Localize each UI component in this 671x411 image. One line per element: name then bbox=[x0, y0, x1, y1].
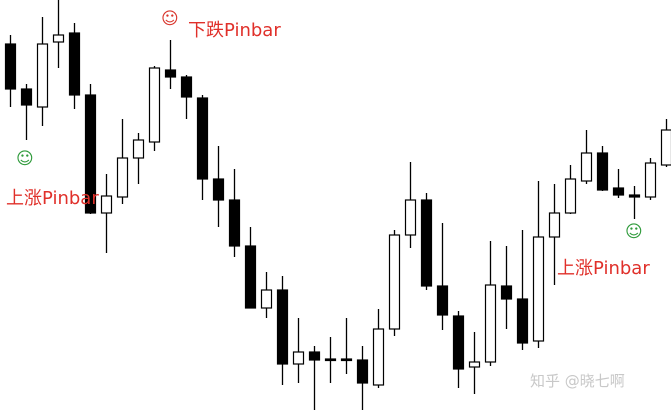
candle-body-bullish bbox=[564, 178, 577, 214]
candle bbox=[212, 146, 225, 227]
candle bbox=[132, 133, 145, 184]
candle bbox=[68, 23, 81, 109]
candle bbox=[4, 35, 17, 107]
candle-body-bullish bbox=[388, 234, 401, 330]
candle bbox=[84, 84, 97, 214]
candle bbox=[500, 246, 513, 329]
candle bbox=[468, 332, 481, 394]
candle bbox=[452, 311, 465, 388]
candle bbox=[340, 318, 353, 374]
candle-body-bullish bbox=[580, 152, 593, 182]
candle-body-bearish bbox=[436, 285, 449, 316]
candle bbox=[116, 119, 129, 204]
candle bbox=[228, 169, 241, 257]
candle-body-bearish bbox=[164, 69, 177, 78]
candle bbox=[164, 40, 177, 89]
candle-body-bullish bbox=[644, 162, 657, 198]
annotation-bullish-pinbar-1: 上涨Pinbar bbox=[6, 188, 99, 209]
candle bbox=[148, 66, 161, 151]
candle bbox=[36, 17, 49, 126]
candle bbox=[420, 193, 433, 290]
candle-body-bullish bbox=[468, 361, 481, 368]
candle-body-bearish bbox=[68, 32, 81, 96]
candle bbox=[532, 181, 545, 348]
candle-body-bullish bbox=[372, 328, 385, 386]
candle-body-bearish bbox=[612, 187, 625, 196]
smiley-icon: ☺ bbox=[161, 9, 179, 29]
candle bbox=[628, 186, 641, 219]
candle-body-bearish bbox=[340, 358, 353, 362]
candle bbox=[196, 95, 209, 200]
candle-body-bullish bbox=[532, 236, 545, 342]
candle bbox=[276, 276, 289, 385]
candle bbox=[548, 184, 561, 285]
candle-body-bearish bbox=[196, 97, 209, 180]
candle-body-bearish bbox=[4, 43, 17, 90]
candle-body-bullish bbox=[100, 195, 113, 214]
candle-body-bearish bbox=[628, 194, 641, 198]
candle-body-bullish bbox=[260, 289, 273, 309]
candle bbox=[372, 309, 385, 388]
candle-body-bullish bbox=[116, 157, 129, 198]
candle-body-bullish bbox=[548, 212, 561, 238]
candle-body-bearish bbox=[420, 199, 433, 287]
candle bbox=[564, 165, 577, 214]
candle bbox=[596, 146, 609, 191]
watermark: 知乎 @晓七啊 bbox=[530, 372, 625, 390]
smiley-icon: ☺ bbox=[16, 149, 34, 169]
candle bbox=[436, 223, 449, 330]
candle-body-bearish bbox=[228, 199, 241, 247]
candle bbox=[660, 119, 671, 167]
candle-body-bearish bbox=[212, 178, 225, 201]
candle bbox=[244, 227, 257, 309]
candle bbox=[404, 162, 417, 248]
candle-body-bearish bbox=[452, 315, 465, 370]
candle bbox=[308, 346, 321, 410]
candle-body-bearish bbox=[276, 289, 289, 365]
candle-body-bearish bbox=[356, 359, 369, 384]
candle bbox=[292, 318, 305, 383]
candle bbox=[20, 84, 33, 140]
candle-body-bullish bbox=[148, 67, 161, 143]
candle-body-bullish bbox=[660, 129, 671, 166]
candle bbox=[484, 241, 497, 366]
annotation-bullish-pinbar-2: 上涨Pinbar bbox=[557, 258, 650, 279]
candle-body-bearish bbox=[84, 94, 97, 214]
candle bbox=[52, 0, 65, 68]
candle bbox=[644, 158, 657, 200]
candle-body-bullish bbox=[52, 34, 65, 43]
candle-body-bearish bbox=[20, 88, 33, 106]
candle bbox=[356, 346, 369, 410]
candle-body-bearish bbox=[180, 76, 193, 98]
candle bbox=[516, 230, 529, 350]
candle bbox=[612, 169, 625, 198]
candle-body-bearish bbox=[308, 351, 321, 361]
candle-body-bullish bbox=[292, 351, 305, 365]
candle bbox=[100, 174, 113, 253]
candle bbox=[388, 230, 401, 336]
candle-body-bullish bbox=[132, 139, 145, 159]
candle-body-bearish bbox=[324, 358, 337, 362]
candle bbox=[324, 337, 337, 383]
candle bbox=[260, 272, 273, 318]
candle-body-bearish bbox=[244, 245, 257, 309]
candle-body-bearish bbox=[516, 298, 529, 344]
candle-body-bullish bbox=[484, 284, 497, 363]
annotation-bearish-pinbar: 下跌Pinbar bbox=[188, 20, 281, 41]
candle-body-bullish bbox=[404, 199, 417, 236]
candle-body-bearish bbox=[596, 152, 609, 191]
candle bbox=[180, 75, 193, 119]
candle-body-bullish bbox=[36, 43, 49, 108]
smiley-icon: ☺ bbox=[625, 222, 643, 242]
candle-body-bearish bbox=[500, 285, 513, 300]
candle bbox=[580, 130, 593, 184]
